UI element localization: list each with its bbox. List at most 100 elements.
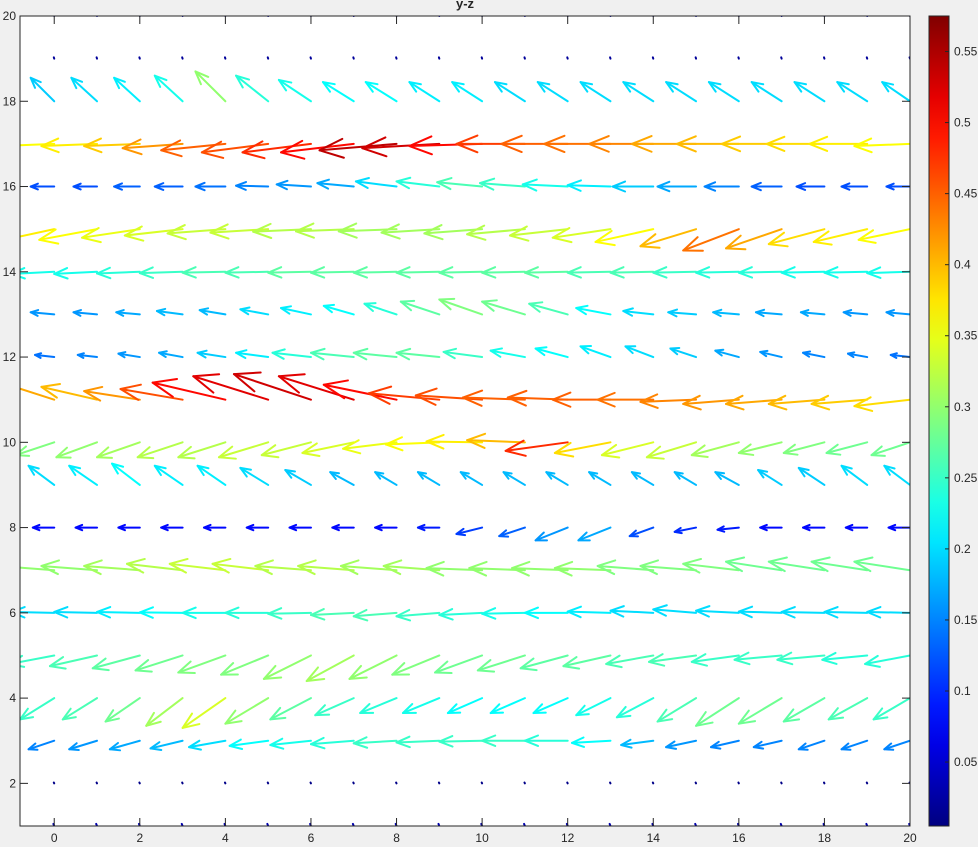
quiver-arrow xyxy=(113,76,141,103)
quiver-arrow xyxy=(656,180,698,193)
quiver-arrow xyxy=(134,654,184,673)
y-tick-label: 18 xyxy=(3,94,17,108)
quiver-arrow xyxy=(254,559,312,576)
quiver-arrow xyxy=(414,387,484,406)
quiver-arrow xyxy=(551,227,612,244)
quiver-arrow xyxy=(519,654,569,672)
quiver-arrow xyxy=(72,182,99,191)
quiver-arrow xyxy=(194,181,227,192)
quiver-arrow xyxy=(759,523,783,532)
y-tick-label: 6 xyxy=(9,606,16,620)
quiver-arrow xyxy=(489,697,526,715)
quiver-arrow xyxy=(545,471,569,486)
quiver-arrow xyxy=(767,556,826,573)
quiver-arrow xyxy=(825,441,869,456)
quiver-arrow xyxy=(466,432,526,449)
quiver-arrow xyxy=(594,228,655,247)
quiver-arrow xyxy=(667,308,698,318)
colorbar-tick-label: 0.4 xyxy=(954,258,971,272)
quiver-arrow xyxy=(277,78,312,103)
quiver-arrow xyxy=(725,394,783,411)
quiver-arrow xyxy=(442,347,484,360)
quiver-arrow xyxy=(269,737,312,750)
quiver-arrow xyxy=(91,654,141,672)
x-tick-label: 0 xyxy=(51,831,58,845)
colorbar-tick-label: 0.45 xyxy=(954,187,978,201)
quiver-arrow xyxy=(757,469,783,486)
quiver-arrow xyxy=(451,81,484,103)
quiver-arrow xyxy=(528,301,569,316)
quiver-arrow xyxy=(782,441,826,456)
quiver-arrow xyxy=(799,309,826,317)
quiver-arrow xyxy=(151,377,227,401)
quiver-arrow xyxy=(802,350,826,359)
quiver-arrow xyxy=(810,394,869,411)
quiver-arrow xyxy=(844,523,869,532)
y-tick-label: 16 xyxy=(3,180,17,194)
quiver-arrow xyxy=(309,736,355,750)
quiver-arrow xyxy=(883,739,910,751)
quiver-arrow xyxy=(534,346,569,359)
quiver-arrow xyxy=(725,228,783,251)
quiver-arrow xyxy=(534,526,569,542)
y-tick-label: 2 xyxy=(9,776,16,790)
quiver-arrow xyxy=(153,464,184,486)
quiver-arrow xyxy=(70,76,99,103)
quiver-arrow xyxy=(714,348,740,359)
quiver-arrow xyxy=(288,523,312,532)
quiver-arrow xyxy=(352,736,398,749)
quiver-arrow xyxy=(108,739,141,752)
quiver-arrow xyxy=(364,81,398,103)
plot-axes-box xyxy=(19,15,911,827)
quiver-arrow xyxy=(27,739,56,751)
quiver-arrow xyxy=(712,308,740,318)
quiver-arrow xyxy=(682,557,740,574)
quiver-arrow xyxy=(145,697,184,727)
quiver-arrow xyxy=(566,179,612,192)
quiver-arrow xyxy=(260,441,312,459)
quiver-arrow xyxy=(181,697,227,729)
quiver-arrow xyxy=(536,81,569,103)
quiver-arrow xyxy=(408,81,441,103)
quiver-arrow xyxy=(177,654,227,675)
quiver-arrow xyxy=(797,466,826,486)
quiver-arrow xyxy=(669,346,698,359)
quiver-arrow xyxy=(20,228,56,238)
quiver-arrow xyxy=(314,697,355,717)
quiver-arrow xyxy=(628,526,655,538)
quiver-arrow xyxy=(611,180,655,193)
quiver-arrow xyxy=(81,227,141,244)
quiver-arrow xyxy=(710,739,740,750)
quiver-arrow xyxy=(853,137,910,154)
quiver-arrow xyxy=(436,177,484,191)
quiver-arrow xyxy=(160,523,184,532)
quiver-arrow xyxy=(579,344,612,359)
quiver-arrow xyxy=(301,441,355,457)
quiver-arrow xyxy=(853,556,910,573)
quiver-arrow xyxy=(553,441,612,458)
quiver-arrow xyxy=(652,266,698,279)
quiver-arrow xyxy=(224,697,270,725)
quiver-arrow xyxy=(481,266,526,279)
quiver-arrow xyxy=(363,302,398,316)
quiver-arrow xyxy=(113,182,141,191)
quiver-arrow xyxy=(110,462,141,486)
quiver-arrow xyxy=(821,651,869,665)
quiver-arrow xyxy=(38,228,99,245)
quiver-arrow xyxy=(224,606,270,620)
quiver-arrow xyxy=(153,74,184,103)
quiver-arrow xyxy=(202,523,227,532)
quiver-arrow xyxy=(72,309,99,317)
quiver-arrow xyxy=(823,606,869,619)
quiver-arrow xyxy=(622,307,655,317)
quiver-arrow xyxy=(48,654,99,670)
quiver-arrow xyxy=(316,178,355,190)
quiver-arrow xyxy=(620,738,655,749)
quiver-arrow xyxy=(579,81,612,103)
quiver-arrow xyxy=(280,139,355,160)
quiver-arrow xyxy=(401,697,441,715)
quiver-arrow xyxy=(309,608,355,621)
quiver-arrow xyxy=(857,228,910,244)
quiver-arrow xyxy=(76,352,99,359)
colorbar-tick-label: 0.2 xyxy=(954,542,971,556)
